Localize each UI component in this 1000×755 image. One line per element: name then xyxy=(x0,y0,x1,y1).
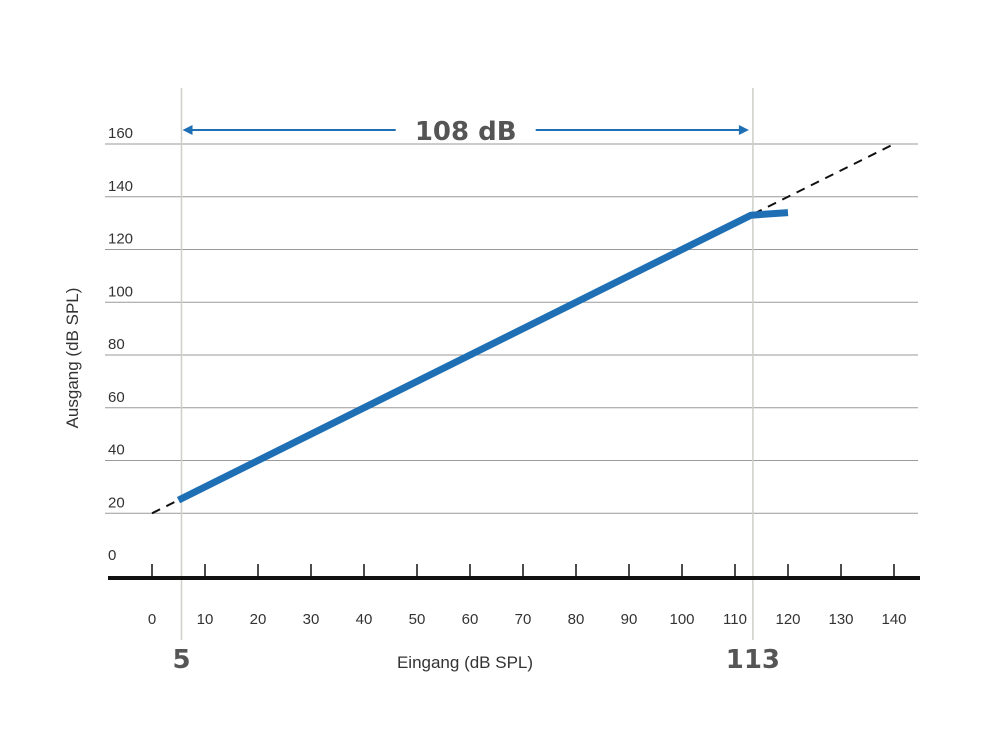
range-start-label: 5 xyxy=(172,645,190,675)
y-tick-label-6: 120 xyxy=(108,231,133,248)
x-tick-label-6: 60 xyxy=(462,611,479,628)
x-tick-label-3: 30 xyxy=(303,611,320,628)
y-tick-labels: 0 20 40 60 80 100 120 140 160 xyxy=(108,125,133,564)
range-arrow xyxy=(182,125,749,135)
range-arrow-left-head xyxy=(182,125,193,135)
x-tick-label-7: 70 xyxy=(515,611,532,628)
x-tick-label-9: 90 xyxy=(621,611,638,628)
y-tick-label-4: 80 xyxy=(108,336,125,353)
x-axis xyxy=(108,564,920,580)
y-tick-label-8: 160 xyxy=(108,125,133,142)
range-arrow-right-head xyxy=(738,125,749,135)
x-tick-label-1: 10 xyxy=(197,611,214,628)
y-tick-label-1: 20 xyxy=(108,494,125,511)
reference-line-dashed xyxy=(151,143,895,515)
y-axis-title: Ausgang (dB SPL) xyxy=(63,288,82,429)
y-tick-label-7: 140 xyxy=(108,178,133,195)
x-tick-label-2: 20 xyxy=(250,611,267,628)
x-tick-label-8: 80 xyxy=(568,611,585,628)
x-tick-label-14: 140 xyxy=(881,611,906,628)
y-tick-label-5: 100 xyxy=(108,283,133,300)
y-tick-label-2: 40 xyxy=(108,442,125,459)
x-tick-labels: 0 10 20 30 40 50 60 70 80 90 100 110 120 130 140 xyxy=(148,611,907,628)
y-tick-label-3: 60 xyxy=(108,389,125,406)
x-tick-label-0: 0 xyxy=(148,611,156,628)
x-tick-label-13: 130 xyxy=(828,611,853,628)
series-layer xyxy=(151,143,895,515)
x-tick-label-10: 100 xyxy=(669,611,694,628)
x-tick-label-11: 110 xyxy=(723,611,747,628)
y-tick-label-0: 0 xyxy=(108,547,116,564)
range-end-label: 113 xyxy=(726,645,780,675)
guide-lines xyxy=(180,88,754,640)
range-label: 108 dB xyxy=(415,117,517,147)
x-tick-label-5: 50 xyxy=(409,611,426,628)
output-curve xyxy=(176,209,789,504)
x-tick-label-12: 120 xyxy=(775,611,800,628)
x-tick-label-4: 40 xyxy=(356,611,373,628)
grid-lines xyxy=(105,143,918,514)
x-axis-title: Eingang (dB SPL) xyxy=(397,653,533,672)
